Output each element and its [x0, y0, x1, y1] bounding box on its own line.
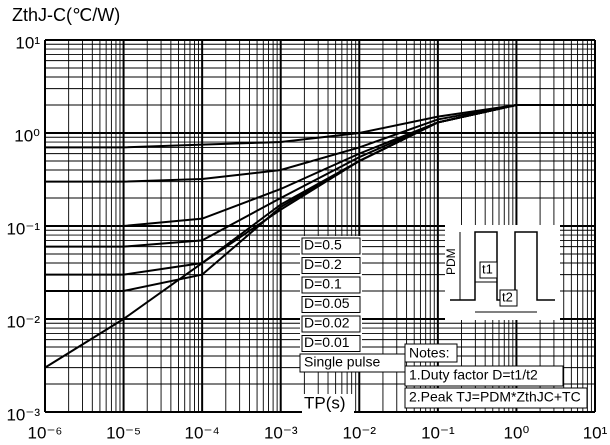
x-tick-label: 10⁻⁴ — [185, 423, 220, 442]
diagram-label: t1 — [482, 261, 493, 276]
y-tick-label: 10⁻¹ — [6, 219, 40, 238]
x-tick-label: 10¹ — [583, 423, 608, 442]
legend-label: D=0.05 — [304, 295, 350, 311]
legend-entry-box — [301, 257, 361, 274]
legend-label: D=0.1 — [304, 276, 342, 292]
note: 1.Duty factor D=t1/t2 — [409, 367, 538, 383]
series-line — [44, 104, 595, 369]
x-tick-label: 10⁻⁶ — [28, 423, 63, 442]
x-tick-label: 10⁻⁵ — [106, 423, 141, 442]
legend-entry-box — [301, 276, 361, 294]
x-tick-label: 10⁻³ — [264, 423, 298, 442]
y-axis-label: ZthJ-C(℃/W) — [12, 5, 120, 25]
x-label-box — [302, 394, 354, 414]
legend-label: D=0.02 — [304, 315, 350, 331]
y-tick-label: 10¹ — [15, 33, 40, 52]
legend-label: Single pulse — [304, 354, 380, 370]
notes-box — [404, 343, 458, 363]
x-tick-label: 10⁰ — [504, 423, 530, 442]
legend-label: D=0.5 — [304, 237, 342, 253]
legend-entry-box — [301, 335, 361, 352]
y-tick-label: 10⁻³ — [6, 405, 40, 424]
x-axis-label: TP(s) — [304, 393, 346, 412]
label-box — [479, 261, 498, 279]
notes-box — [404, 387, 588, 409]
lines — [44, 104, 595, 369]
legend-label: D=0.01 — [304, 334, 350, 350]
y-tick-label: 10⁰ — [14, 126, 40, 145]
label-box — [499, 289, 518, 307]
y-tick-label: 10⁻² — [6, 312, 40, 331]
note: Notes: — [409, 345, 449, 361]
note: 2.Peak TJ=PDM*ZthJC+TC — [409, 389, 581, 405]
legend: D=0.5 D=0.2 D=0.1 D=0.05 D=0.02 D=0.01 Single … — [299, 237, 406, 373]
pulse-diagram: PDM t1 t2 — [444, 225, 560, 320]
legend-entry-box — [301, 315, 361, 333]
legend-entry-box — [301, 296, 361, 313]
legend-label: D=0.2 — [304, 256, 342, 272]
x-tick-label: 10⁻¹ — [421, 423, 455, 442]
notes-box — [404, 365, 564, 387]
diagram-label: PDM — [444, 248, 458, 275]
legend-entry-box — [299, 353, 406, 373]
legend-entry-box — [301, 237, 361, 255]
x-tick-label: 10⁻² — [343, 423, 377, 442]
diagram-label: t2 — [502, 289, 513, 304]
